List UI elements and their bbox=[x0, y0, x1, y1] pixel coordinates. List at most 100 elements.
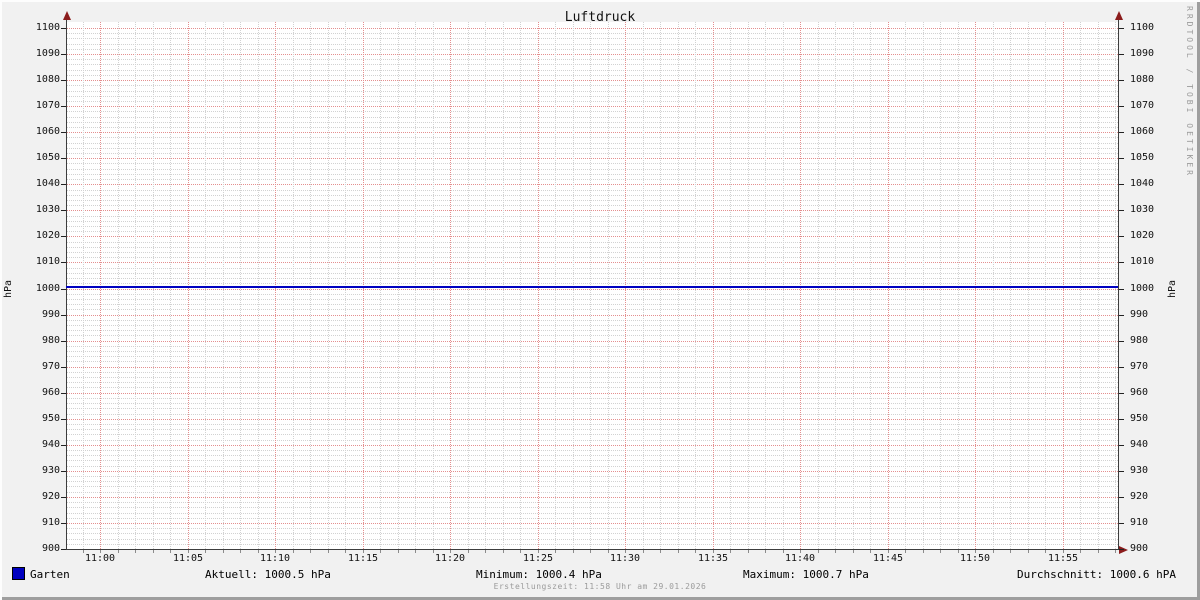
v-gridline-minor bbox=[1115, 22, 1116, 549]
x-axis-minor-tick bbox=[555, 550, 556, 553]
y-tick-label-left: 900 bbox=[41, 543, 60, 554]
y-axis-right-line bbox=[1118, 18, 1119, 549]
v-gridline-minor bbox=[695, 22, 696, 549]
y-axis-left-tick bbox=[61, 236, 66, 237]
v-gridline-minor bbox=[748, 22, 749, 549]
v-gridline-minor bbox=[310, 22, 311, 549]
y-tick-label-left: 1100 bbox=[35, 22, 60, 33]
v-gridline-minor bbox=[590, 22, 591, 549]
h-gridline-minor bbox=[66, 346, 1118, 347]
h-gridline-minor bbox=[66, 476, 1118, 477]
x-axis-minor-tick bbox=[1098, 550, 1099, 553]
h-gridline-minor bbox=[66, 85, 1118, 86]
x-axis-minor-tick bbox=[1080, 550, 1081, 553]
x-axis-minor-tick bbox=[765, 550, 766, 553]
x-axis-minor-tick bbox=[590, 550, 591, 553]
h-gridline-minor bbox=[66, 330, 1118, 331]
h-gridline-major bbox=[66, 419, 1118, 420]
h-gridline-minor bbox=[66, 372, 1118, 373]
x-tick-label: 11:05 bbox=[172, 553, 204, 564]
y-axis-left-tick bbox=[61, 419, 66, 420]
x-axis-minor-tick bbox=[713, 550, 714, 553]
x-axis-minor-tick bbox=[188, 550, 189, 553]
h-gridline-minor bbox=[66, 143, 1118, 144]
h-gridline-minor bbox=[66, 137, 1118, 138]
h-gridline-minor bbox=[66, 414, 1118, 415]
h-gridline-major bbox=[66, 158, 1118, 159]
y-axis-right-tick bbox=[1119, 471, 1124, 472]
y-tick-label-right: 940 bbox=[1130, 439, 1149, 450]
y-tick-label-left: 950 bbox=[41, 413, 60, 424]
h-gridline-minor bbox=[66, 127, 1118, 128]
v-gridline-minor bbox=[1045, 22, 1046, 549]
h-gridline-minor bbox=[66, 513, 1118, 514]
x-axis-minor-tick bbox=[415, 550, 416, 553]
legend-stat-minimum: Minimum: 1000.4 hPa bbox=[476, 568, 602, 581]
h-gridline-major bbox=[66, 367, 1118, 368]
h-gridline-minor bbox=[66, 91, 1118, 92]
v-gridline-major bbox=[800, 22, 801, 549]
h-gridline-minor bbox=[66, 377, 1118, 378]
h-gridline-minor bbox=[66, 356, 1118, 357]
v-gridline-minor bbox=[380, 22, 381, 549]
h-gridline-minor bbox=[66, 59, 1118, 60]
v-gridline-minor bbox=[783, 22, 784, 549]
h-gridline-minor bbox=[66, 460, 1118, 461]
legend-series-label: Garten bbox=[30, 568, 70, 581]
rrdtool-watermark: RRDTOOL / TOBI OETIKER bbox=[1185, 6, 1194, 178]
h-gridline-minor bbox=[66, 486, 1118, 487]
y-axis-right-tick bbox=[1119, 54, 1124, 55]
v-gridline-minor bbox=[170, 22, 171, 549]
y-axis-left-arrow-icon bbox=[63, 11, 71, 20]
x-axis-minor-tick bbox=[870, 550, 871, 553]
y-tick-label-left: 920 bbox=[41, 491, 60, 502]
v-gridline-minor bbox=[240, 22, 241, 549]
v-gridline-minor bbox=[870, 22, 871, 549]
y-tick-label-left: 1040 bbox=[35, 178, 60, 189]
v-gridline-minor bbox=[905, 22, 906, 549]
y-tick-label-left: 960 bbox=[41, 387, 60, 398]
y-tick-label-right: 1090 bbox=[1130, 48, 1155, 59]
h-gridline-minor bbox=[66, 455, 1118, 456]
v-gridline-minor bbox=[940, 22, 941, 549]
h-gridline-major bbox=[66, 210, 1118, 211]
x-axis-minor-tick bbox=[905, 550, 906, 553]
v-gridline-minor bbox=[730, 22, 731, 549]
h-gridline-major bbox=[66, 497, 1118, 498]
y-axis-left-tick bbox=[61, 210, 66, 211]
h-gridline-minor bbox=[66, 257, 1118, 258]
h-gridline-minor bbox=[66, 299, 1118, 300]
y-axis-right-tick bbox=[1119, 523, 1124, 524]
v-gridline-major bbox=[975, 22, 976, 549]
y-axis-right-tick bbox=[1119, 445, 1124, 446]
h-gridline-minor bbox=[66, 294, 1118, 295]
y-axis-left-line bbox=[66, 18, 67, 549]
h-gridline-minor bbox=[66, 466, 1118, 467]
x-axis-arrow-icon bbox=[1119, 546, 1128, 554]
x-axis-minor-tick bbox=[573, 550, 574, 553]
v-gridline-minor bbox=[415, 22, 416, 549]
x-axis-minor-tick bbox=[485, 550, 486, 553]
y-tick-label-left: 930 bbox=[41, 465, 60, 476]
x-axis-minor-tick bbox=[398, 550, 399, 553]
h-gridline-minor bbox=[66, 429, 1118, 430]
x-axis-minor-tick bbox=[135, 550, 136, 553]
legend-swatch-garten bbox=[12, 567, 25, 580]
y-tick-label-left: 1010 bbox=[35, 256, 60, 267]
y-axis-right-tick bbox=[1119, 549, 1124, 550]
h-gridline-minor bbox=[66, 49, 1118, 50]
x-tick-label: 11:45 bbox=[872, 553, 904, 564]
v-gridline-minor bbox=[818, 22, 819, 549]
y-axis-left-tick bbox=[61, 132, 66, 133]
h-gridline-minor bbox=[66, 440, 1118, 441]
h-gridline-minor bbox=[66, 195, 1118, 196]
y-axis-right-tick bbox=[1119, 315, 1124, 316]
v-gridline-minor bbox=[1080, 22, 1081, 549]
x-axis-minor-tick bbox=[83, 550, 84, 553]
y-tick-label-right: 1020 bbox=[1130, 230, 1155, 241]
x-tick-label: 11:50 bbox=[959, 553, 991, 564]
v-gridline-minor bbox=[853, 22, 854, 549]
y-axis-right-tick bbox=[1119, 80, 1124, 81]
h-gridline-minor bbox=[66, 335, 1118, 336]
